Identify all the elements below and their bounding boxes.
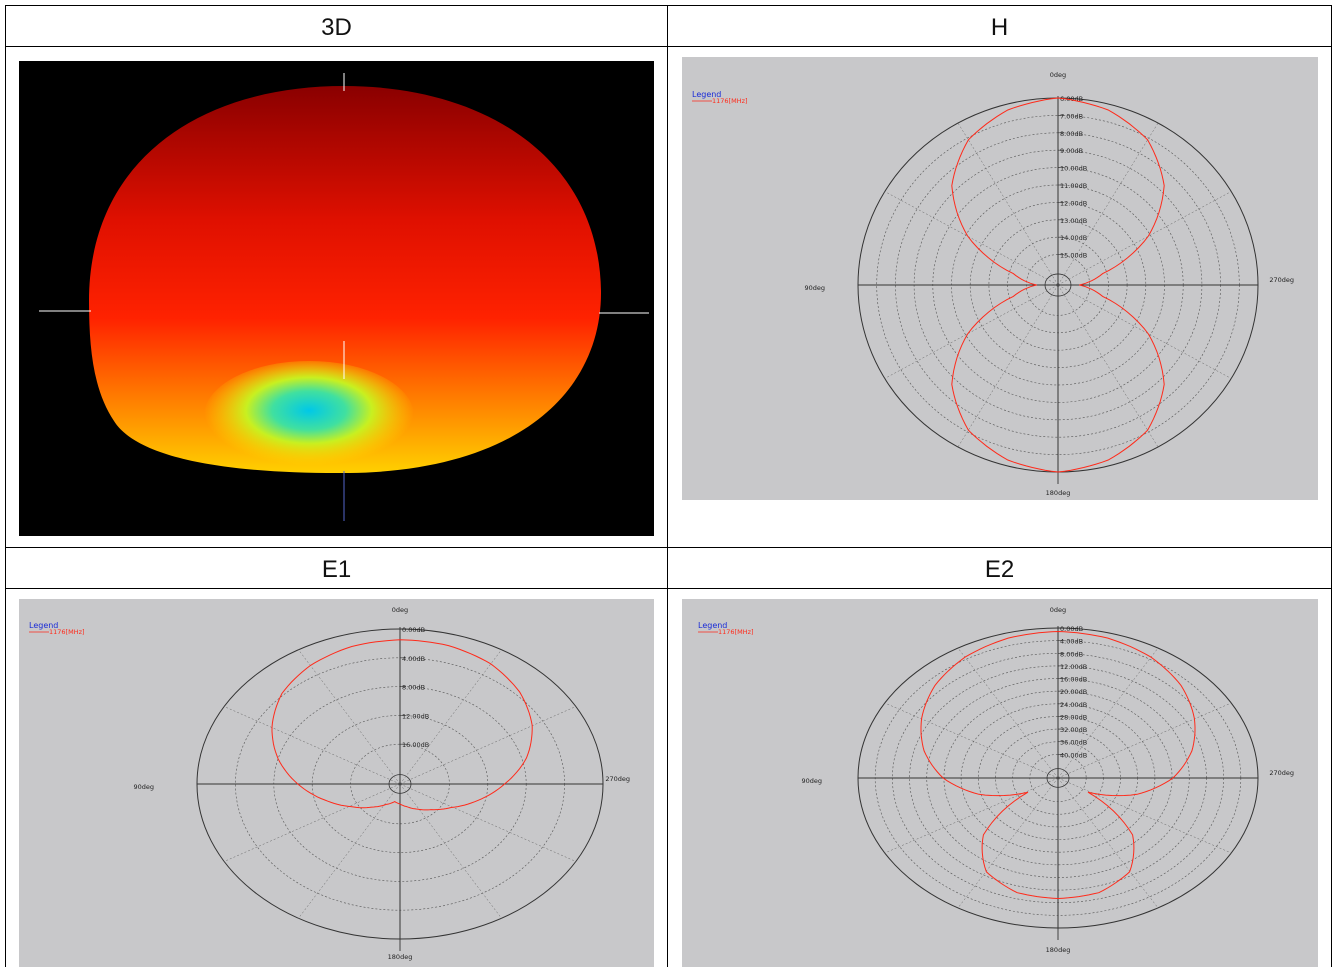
polar-plot-e2: 0.00dB 4.00dB 8.00dB 12.00dB 16.00dB 20.00dB 2… xyxy=(682,599,1318,967)
radial-tick-label: 8.00dB xyxy=(1060,650,1083,658)
legend-entry: 1176[MHz] xyxy=(718,628,754,636)
header-e2: E2 xyxy=(984,556,1015,583)
grid-spoke xyxy=(399,783,576,862)
grid-spoke xyxy=(399,783,502,919)
legend-title: Legend xyxy=(29,621,58,630)
radial-tick-label: 12.00dB xyxy=(402,712,429,720)
angle-label-top: 0deg xyxy=(392,606,408,614)
grid-spoke xyxy=(1057,284,1232,379)
grid-spoke xyxy=(957,777,1059,909)
pattern-line-1176mhz xyxy=(271,639,533,811)
angle-label-bottom: 180deg xyxy=(1046,946,1071,954)
grid-spoke xyxy=(884,777,1059,854)
grid-spoke xyxy=(298,783,401,919)
angle-label-left: 90deg xyxy=(133,783,154,791)
header-h: H xyxy=(990,14,1009,41)
radial-tick-label: 6.00dB xyxy=(1060,95,1083,103)
grid-spoke xyxy=(957,647,1059,779)
radial-tick-label: 12.00dB xyxy=(1060,199,1087,207)
angle-label-bottom: 180deg xyxy=(1046,489,1071,497)
grid-spoke xyxy=(1057,647,1159,779)
radial-tick-label: 0.00dB xyxy=(1060,625,1083,633)
angle-label-top: 0deg xyxy=(1050,71,1066,79)
grid-spoke xyxy=(224,706,401,785)
polar-plot-e1-svg: 0.00dB 4.00dB 8.00dB 12.00dB 16.00dB 0deg 180d… xyxy=(19,599,654,967)
grid-spoke xyxy=(1057,702,1232,779)
radial-tick-label: 15.00dB xyxy=(1060,252,1087,260)
grid-spoke xyxy=(884,284,1059,379)
radial-tick-label: 8.00dB xyxy=(1060,130,1083,138)
grid-spoke xyxy=(884,191,1059,286)
table-border-mid xyxy=(5,547,1332,548)
table-border-left xyxy=(5,5,6,967)
polar-plot-e1: 0.00dB 4.00dB 8.00dB 12.00dB 16.00dB 0deg 180d… xyxy=(19,599,654,967)
grid-spoke xyxy=(1057,777,1159,909)
angle-label-right: 270deg xyxy=(1269,276,1294,284)
grid-spoke xyxy=(1057,191,1232,286)
table-border-row1 xyxy=(5,46,1332,47)
radial-tick-label: 9.00dB xyxy=(1060,147,1083,155)
grid-spoke xyxy=(224,783,401,862)
angle-label-right: 270deg xyxy=(1269,769,1294,777)
angle-label-bottom: 180deg xyxy=(388,953,413,961)
radial-tick-label: 16.00dB xyxy=(402,741,429,749)
header-3d: 3D xyxy=(321,14,352,41)
grid-spoke xyxy=(399,649,502,785)
plot-background xyxy=(19,599,654,967)
table-border-right xyxy=(1331,5,1332,967)
table-border-top xyxy=(5,5,1332,6)
pattern-line-1176mhz xyxy=(951,97,1165,473)
radial-tick-label: 14.00dB xyxy=(1060,234,1087,242)
pattern-3d-surface xyxy=(89,86,602,474)
table-border-center xyxy=(667,5,668,967)
angle-label-right: 270deg xyxy=(605,775,630,783)
radial-tick-label: 24.00dB xyxy=(1060,701,1087,709)
table-border-row3 xyxy=(5,588,1332,589)
pattern-3d-null-spot xyxy=(204,361,414,471)
radial-tick-label: 4.00dB xyxy=(402,655,425,663)
pattern-3d-panel xyxy=(19,61,654,536)
header-e1: E1 xyxy=(321,556,352,583)
legend-entry: 1176[MHz] xyxy=(712,97,748,105)
radial-tick-label: 13.00dB xyxy=(1060,217,1087,225)
polar-plot-e2-svg: 0.00dB 4.00dB 8.00dB 12.00dB 16.00dB 20.00dB 2… xyxy=(682,599,1318,967)
radial-tick-label: 4.00dB xyxy=(1060,638,1083,646)
radial-tick-label: 12.00dB xyxy=(1060,663,1087,671)
pattern-line-1176mhz xyxy=(920,630,1196,900)
radial-tick-label: 0.00dB xyxy=(402,626,425,634)
radial-tick-label: 7.00dB xyxy=(1060,112,1083,120)
figure-table: 3D H E1 E2 xyxy=(5,5,1332,967)
radial-tick-label: 32.00dB xyxy=(1060,726,1087,734)
grid-spoke xyxy=(884,702,1059,779)
grid-spoke xyxy=(1057,777,1232,854)
legend-entry: 1176[MHz] xyxy=(49,628,85,636)
radial-tick-label: 10.00dB xyxy=(1060,165,1087,173)
legend-title: Legend xyxy=(692,90,721,99)
plot-background xyxy=(682,57,1318,500)
radial-tick-label: 20.00dB xyxy=(1060,688,1087,696)
radial-tick-label: 16.00dB xyxy=(1060,676,1087,684)
angle-label-top: 0deg xyxy=(1050,606,1066,614)
radial-tick-label: 40.00dB xyxy=(1060,751,1087,759)
polar-plot-h-svg: 6.00dB 7.00dB 8.00dB 9.00dB 10.00dB 11.00dB 12… xyxy=(682,57,1318,500)
radial-tick-label: 11.00dB xyxy=(1060,182,1087,190)
radial-tick-label: 28.00dB xyxy=(1060,713,1087,721)
angle-label-left: 90deg xyxy=(804,284,825,292)
plot-background xyxy=(682,599,1318,967)
grid-spoke xyxy=(399,706,576,785)
angle-label-left: 90deg xyxy=(801,777,822,785)
grid-spoke xyxy=(298,649,401,785)
radial-tick-label: 36.00dB xyxy=(1060,739,1087,747)
radial-tick-label: 8.00dB xyxy=(402,684,425,692)
pattern-3d-render xyxy=(39,73,649,521)
polar-plot-h: 6.00dB 7.00dB 8.00dB 9.00dB 10.00dB 11.00dB 12… xyxy=(682,57,1318,500)
legend-title: Legend xyxy=(698,621,727,630)
